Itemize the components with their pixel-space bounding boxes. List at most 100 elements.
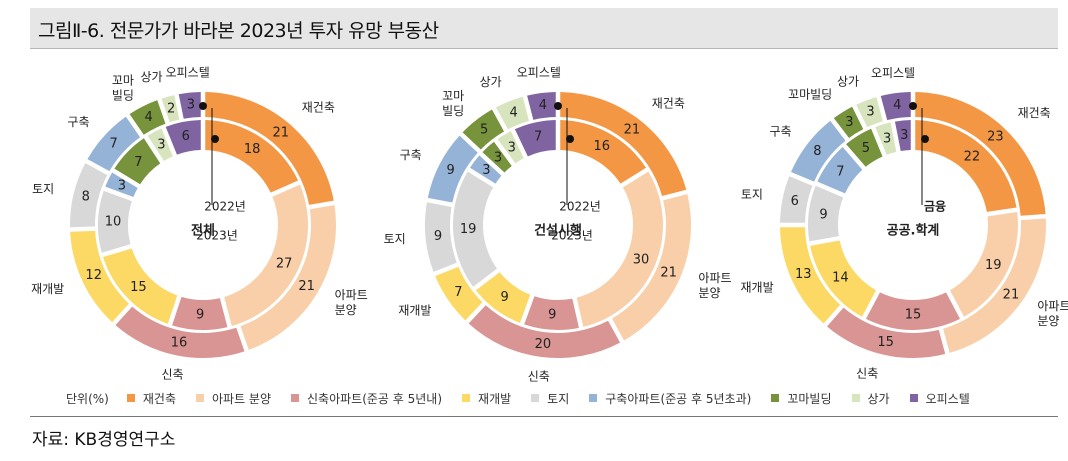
data-label: 8: [813, 144, 821, 159]
category-label: 꼬마빌딩: [788, 88, 832, 102]
category-label: 신축: [856, 367, 878, 381]
category-label: 재개발: [398, 303, 431, 317]
donut-segment: [833, 106, 864, 138]
legend-item: 신축아파트(준공 후 5년내): [291, 390, 442, 407]
data-label: 4: [145, 110, 153, 125]
donut-segment: [224, 184, 308, 326]
data-label: 16: [593, 139, 610, 154]
donut-segment: [129, 100, 166, 135]
outer-ring-label: 2023년: [551, 229, 593, 243]
legend: 단위(%) 재건축 아파트 분양 신축아파트(준공 후 5년내) 재개발 토지 구축아파트…: [66, 388, 990, 408]
data-label: 16: [171, 336, 188, 351]
legend-item: 아파트 분양: [195, 390, 271, 407]
data-label: 3: [118, 178, 126, 193]
legend-label: 꼬마빌딩: [787, 391, 832, 406]
category-label: 재개발: [741, 281, 774, 295]
donut-segment: [497, 131, 524, 164]
legend-item: 토지: [531, 390, 569, 407]
legend-label: 상가: [867, 391, 890, 406]
donut-segment: [949, 211, 1018, 317]
legend-label: 신축아파트(준공 후 5년내): [307, 391, 443, 406]
data-label: 9: [434, 229, 442, 244]
data-label: 27: [276, 257, 293, 272]
center-label: 건설시행: [534, 223, 582, 239]
donut-segment: [780, 227, 841, 324]
outer-ring-marker: [199, 102, 207, 110]
data-label: 3: [482, 163, 490, 178]
data-label: 8: [82, 190, 90, 205]
data-label: 15: [877, 335, 894, 350]
legend-swatch: [531, 394, 540, 402]
donut-segment: [427, 135, 478, 203]
donut-segment: [482, 141, 512, 173]
data-label: 9: [548, 307, 556, 322]
donut-segment: [87, 116, 141, 172]
data-label: 13: [795, 267, 812, 282]
data-label: 21: [298, 279, 315, 294]
donut-segment: [780, 176, 813, 223]
donut-segment: [865, 292, 961, 331]
donut-segment: [560, 120, 647, 184]
donut-segment: [105, 172, 138, 197]
category-label: 신축: [161, 367, 183, 381]
category-label: 꼬마: [442, 89, 464, 103]
category-label: 상가: [480, 75, 502, 89]
category-label: 아파트: [1037, 299, 1068, 313]
donut-segment: [453, 171, 497, 287]
donut-segment: [161, 95, 180, 123]
data-label: 4: [539, 98, 547, 113]
donut-segment: [791, 120, 846, 182]
legend-item: 오피스텔: [909, 390, 970, 407]
category-label: 구축: [400, 148, 422, 162]
category-label: 오피스텔: [871, 66, 915, 80]
data-label: 7: [109, 137, 117, 152]
donut-segment: [98, 190, 132, 253]
legend-label: 오피스텔: [925, 391, 970, 406]
donut-segment: [205, 92, 334, 205]
donut-segment: [527, 92, 556, 120]
donut-segment: [240, 205, 336, 350]
data-label: 9: [196, 307, 204, 322]
donut-segment: [943, 218, 1046, 353]
data-label: 9: [446, 163, 454, 178]
donut-segment: [147, 128, 173, 161]
data-label: 3: [508, 140, 516, 155]
category-label: 토지: [741, 188, 763, 202]
category-label: 구축: [67, 115, 89, 129]
inner-ring-marker: [211, 135, 219, 143]
donut-segment: [880, 92, 911, 121]
category-label: 분양: [1037, 314, 1059, 328]
data-label: 7: [534, 130, 542, 145]
inner-ring-marker: [566, 135, 574, 143]
legend-label: 토지: [547, 391, 570, 406]
data-label: 19: [985, 258, 1002, 273]
donut-segment: [468, 305, 621, 358]
donut-segment: [560, 92, 687, 196]
legend-item: 꼬마빌딩: [771, 390, 832, 407]
legend-label: 재건축: [142, 391, 176, 406]
center-label: 공공.학계: [887, 223, 940, 239]
legend-item: 재개발: [462, 390, 511, 407]
data-label: 19: [460, 222, 477, 237]
legend-item: 구축아파트(준공 후 5년초과): [589, 390, 751, 407]
donut-segment: [846, 128, 883, 167]
category-label: 아파트: [335, 288, 368, 302]
data-label: 15: [130, 280, 147, 295]
legend-label: 구축아파트(준공 후 5년초과): [605, 391, 752, 406]
inner-ring-label: 2022년: [204, 200, 246, 214]
donut-segment: [894, 120, 911, 152]
data-label: 21: [624, 122, 641, 137]
donut-segment: [114, 138, 161, 185]
data-label: 20: [535, 337, 552, 352]
donut-segment: [827, 307, 946, 358]
data-label: 12: [85, 268, 102, 283]
donut-segment: [475, 272, 531, 323]
category-label: 재건축: [302, 101, 335, 115]
data-label: 10: [105, 215, 122, 230]
data-label: 7: [836, 164, 844, 179]
center-label: 전체: [191, 223, 215, 239]
